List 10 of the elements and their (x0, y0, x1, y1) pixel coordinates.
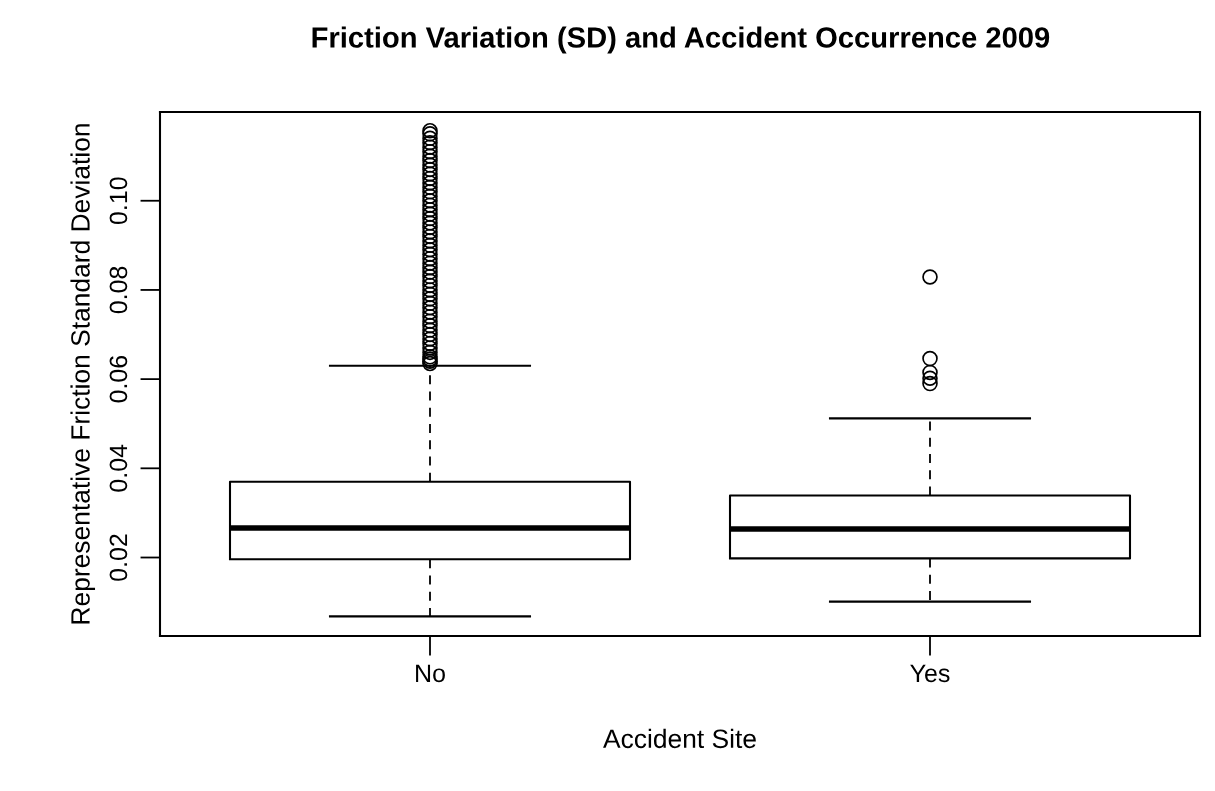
y-tick-label: 0.02 (109, 534, 128, 581)
x-tick-label: No (416, 664, 445, 683)
y-tick-label: 0.10 (109, 177, 128, 225)
y-tick-label: 0.06 (109, 355, 128, 403)
y-tick-label: 0.08 (109, 266, 128, 314)
y-tick-label: 0.04 (109, 444, 128, 492)
chart-title: Friction Variation (SD) and Accident Occurrence 2009 (312, 26, 1050, 54)
x-axis-title: Accident Site (603, 728, 756, 749)
x-tick-label: Yes (910, 664, 950, 683)
y-axis-title: Representative Friction Standard Deviation (70, 124, 96, 624)
